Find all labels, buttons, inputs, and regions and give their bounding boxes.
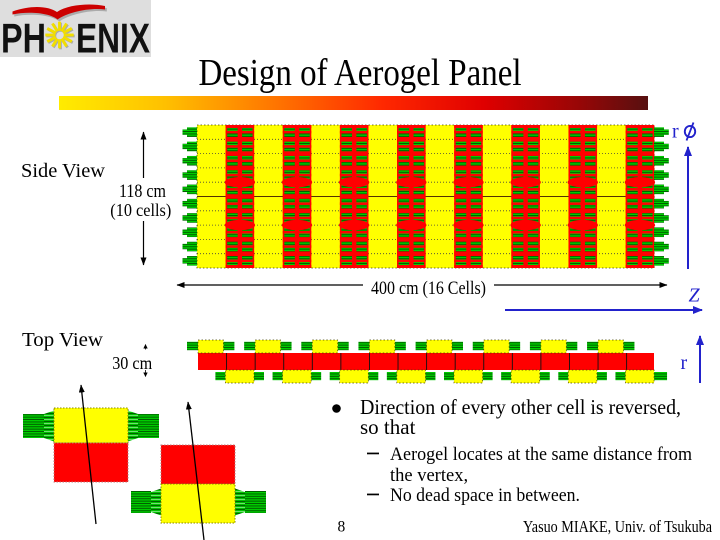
svg-text:No dead space in between.: No dead space in between.	[390, 486, 580, 506]
svg-text:Direction of every other cell: Direction of every other cell is reverse…	[360, 395, 681, 419]
svg-text:Yasuo MIAKE, Univ. of Tsukuba: Yasuo MIAKE, Univ. of Tsukuba	[523, 517, 712, 536]
svg-text:so that: so that	[360, 415, 416, 439]
svg-text:ENIX: ENIX	[76, 15, 150, 62]
svg-text:the vertex,: the vertex,	[390, 466, 468, 486]
svg-text:r: r	[681, 352, 688, 374]
svg-text:8: 8	[338, 519, 346, 536]
svg-text:Design of Aerogel Panel: Design of Aerogel Panel	[199, 52, 522, 94]
svg-text:r: r	[672, 121, 679, 143]
svg-text:Z: Z	[689, 285, 701, 307]
svg-text:(10 cells): (10 cells)	[110, 200, 171, 221]
svg-text:Aerogel locates at the same di: Aerogel locates at the same distance fro…	[390, 445, 693, 465]
svg-text:Top View: Top View	[22, 329, 104, 351]
svg-text:400 cm (16 Cells): 400 cm (16 Cells)	[371, 278, 486, 299]
svg-text:PH: PH	[1, 15, 46, 62]
svg-text:Side View: Side View	[21, 160, 106, 182]
svg-text:30 cm: 30 cm	[112, 353, 152, 373]
svg-text:118 cm: 118 cm	[119, 182, 167, 202]
